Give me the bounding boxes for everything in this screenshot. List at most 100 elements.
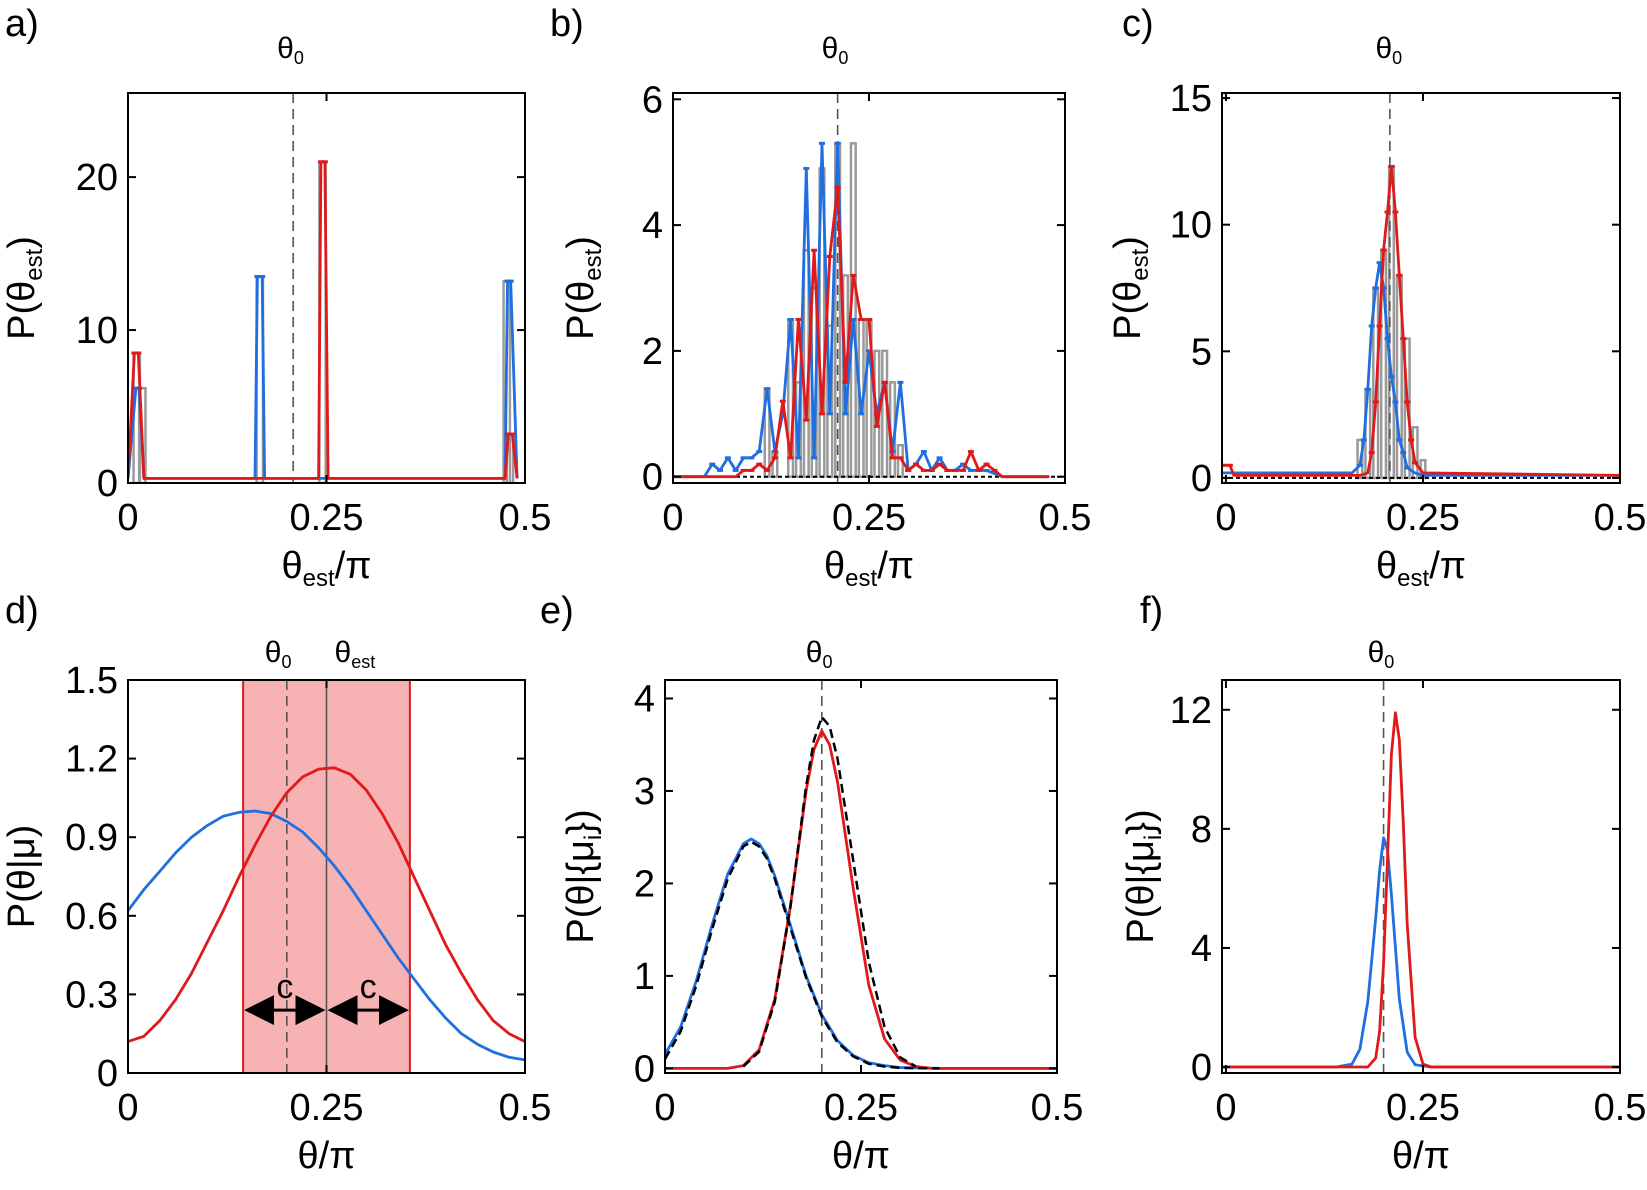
y-tick-label: 0.6 [65,896,118,938]
y-tick-label: 0 [1191,1047,1212,1089]
series-blue [128,809,525,1062]
x-tick-label: 0.25 [824,1087,898,1129]
y-label-tail: ) [560,236,602,249]
series-blue [665,837,1057,1070]
y-tick-label: 4 [1191,928,1212,970]
series-blue-fit [665,840,940,1070]
y-label-main: P(θ [1,281,43,340]
panel-label: f) [1140,590,1163,632]
x-tick-label: 0.25 [290,497,364,539]
x-tick-label: 0 [117,1087,138,1129]
panel-label: a) [5,3,39,45]
y-label-sub: est [21,248,48,280]
y-axis-label: P(θ|{μi}) [1120,809,1167,943]
x-tick-label: 0 [1215,497,1236,539]
panel-d: c c0 0.25 0.500.30.60.91.21.5d)θ0 θestP(θ|μ)… [1,590,551,1177]
y-label-tail: }) [1120,809,1162,834]
x-tick-label: 0.25 [1386,497,1460,539]
series-red [128,766,525,1043]
x-axis-label: θest/π [824,545,914,592]
y-tick-label: 5 [1191,331,1212,373]
x-tick-label: 0.25 [1386,1087,1460,1129]
x-tick-label: 0.5 [499,497,552,539]
x-axis-label: θest/π [282,545,372,592]
y-tick-label: 15 [1170,78,1212,120]
width-label: c [276,968,293,1006]
y-label-main: P(θ [560,281,602,340]
axes-box [1221,679,1621,1074]
histogram-bar [137,386,147,483]
y-tick-label: 4 [634,678,655,720]
y-tick-label: 10 [76,310,118,352]
top-label-0: θ0 [265,636,292,672]
y-tick-label: 10 [1170,205,1212,247]
y-label-sub: est [580,248,607,280]
x-label-main: θ [1376,545,1397,587]
y-tick-label: 4 [642,205,663,247]
x-label-tail: /π [335,545,372,587]
top-label-sub: 0 [1384,652,1394,672]
y-label-main: P(θ [1107,281,1149,340]
top-label-symbol: θ [265,636,282,669]
x-label-main: θ/π [1392,1135,1450,1177]
top-label-sub: 0 [838,48,848,68]
plot-area [1222,680,1620,1073]
y-label-tail: ) [1107,236,1149,249]
top-label-symbol: θ [822,32,839,65]
y-axis-label: P(θ|μ) [1,825,43,929]
y-axis-label: P(θest) [1,236,48,340]
top-label-0: θ0 [277,32,304,68]
y-tick-label: 12 [1170,690,1212,732]
top-label-0: θ0 [806,636,833,672]
x-tick-label: 0 [117,497,138,539]
series-blue [673,141,1050,479]
series-red [128,160,519,480]
top-label-sub: 0 [822,652,832,672]
x-tick-label: 0 [654,1087,675,1129]
y-label-sub: est [1127,248,1154,280]
top-label-est: θest [335,636,376,672]
x-tick-label: 0.5 [1594,497,1647,539]
plot-area [1222,93,1620,483]
y-axis-label: P(θ|{μi}) [560,809,607,943]
x-tick-label: 0.25 [290,1087,364,1129]
series-blue [1222,261,1620,477]
panel-label: e) [540,590,574,632]
y-tick-label: 8 [1191,809,1212,851]
x-label-sub: est [1397,565,1429,592]
top-label-0: θ0 [1375,32,1402,68]
series-red [673,185,1050,479]
width-label: c [360,968,377,1006]
series-blue [128,275,519,480]
panel-label: d) [5,590,39,632]
x-axis-label: θest/π [1376,545,1466,592]
x-label-sub: est [303,565,335,592]
x-tick-label: 0.5 [1594,1087,1647,1129]
y-tick-label: 0.3 [65,974,118,1016]
top-label-sub: 0 [1392,48,1402,68]
y-tick-label: 0.9 [65,817,118,859]
plot-area [673,93,1065,483]
y-tick-label: 6 [642,79,663,121]
series-red [1222,711,1620,1069]
y-label-main: P(θ|{μ [1120,840,1162,944]
top-label-0: θ0 [822,32,849,68]
y-tick-label: 0 [1191,458,1212,500]
y-tick-label: 2 [634,863,655,905]
axes-box [664,679,1058,1074]
panel-f: 0 0.25 0.5 0 4 8 12 f) θ0 P(θ|{μi}) θ/π [1120,590,1646,1177]
top-label-symbol: θ [806,636,823,669]
top-label-0: θ0 [1368,636,1395,672]
y-tick-label: 2 [642,331,663,373]
y-tick-label: 1.2 [65,739,118,781]
y-tick-label: 3 [634,771,655,813]
x-tick-label: 0.5 [1039,497,1092,539]
plot-area [665,680,1057,1073]
series-red [665,729,1057,1070]
x-tick-label: 0.5 [499,1087,552,1129]
y-label-tail: ) [1,236,43,249]
y-tick-label: 0 [642,457,663,499]
